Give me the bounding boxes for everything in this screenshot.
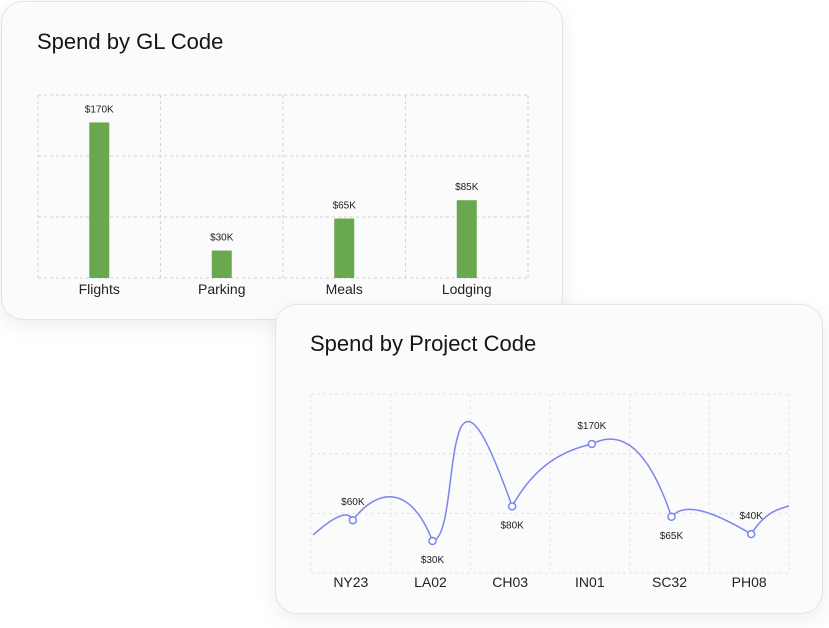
gl-code-chart-card: Spend by GL Code $170K Flights $30K Parking… xyxy=(1,1,563,320)
project-code-chart-card: Spend by Project Code $60K NY23 $30K LA02 $8… xyxy=(275,304,823,614)
x-tick-label: NY23 xyxy=(333,574,368,590)
bar-meals xyxy=(334,218,355,278)
series-line xyxy=(312,420,790,542)
gl-bar-chart: $170K Flights $30K Parking $65K Meals $85K Lodg… xyxy=(37,94,529,297)
x-tick-label: IN01 xyxy=(575,574,605,590)
data-point-marker xyxy=(507,502,517,511)
data-point-marker xyxy=(348,515,358,525)
data-point-marker xyxy=(428,536,437,546)
x-tick-label: PH08 xyxy=(732,574,767,590)
x-tick-label: LA02 xyxy=(414,574,447,590)
gl-chart-title: Spend by GL Code xyxy=(37,29,224,54)
x-tick-label: CH03 xyxy=(492,574,528,590)
bar-value-label: $170K xyxy=(85,104,114,115)
bar-value-label: $30K xyxy=(210,233,234,244)
data-point-marker xyxy=(746,529,756,539)
project-chart-title: Spend by Project Code xyxy=(310,331,537,356)
x-tick-label: Lodging xyxy=(442,281,492,297)
point-value-label: $65K xyxy=(660,531,684,542)
bar-lodging xyxy=(456,200,477,278)
project-line-chart: $60K NY23 $30K LA02 $80K CH03 $170K IN01 $65K SC3… xyxy=(310,393,790,590)
point-value-label: $40K xyxy=(739,511,763,522)
bar-value-label: $65K xyxy=(333,201,357,212)
x-tick-label: SC32 xyxy=(652,574,687,590)
data-point-marker xyxy=(587,439,597,449)
x-tick-label: Meals xyxy=(326,281,363,297)
x-tick-label: Flights xyxy=(79,281,120,297)
point-value-label: $170K xyxy=(577,421,606,432)
bar-value-label: $85K xyxy=(455,182,479,193)
point-value-label: $60K xyxy=(341,497,365,508)
x-tick-label: Parking xyxy=(198,281,245,297)
point-value-label: $30K xyxy=(421,555,445,566)
point-value-label: $80K xyxy=(500,520,524,531)
data-point-marker xyxy=(667,512,676,521)
bar-parking xyxy=(211,250,232,278)
bar-flights xyxy=(89,122,110,278)
